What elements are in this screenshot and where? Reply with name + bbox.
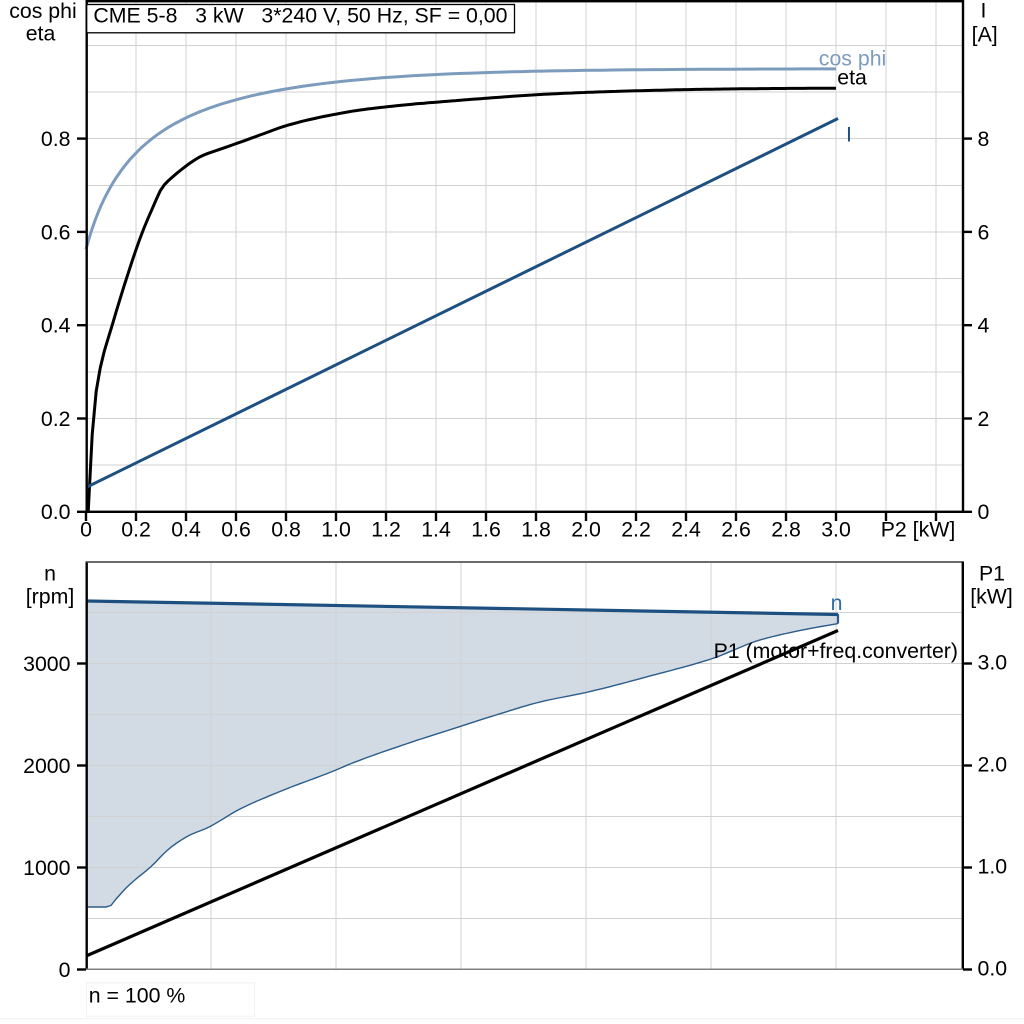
svg-text:2: 2 bbox=[978, 407, 990, 431]
svg-text:2.2: 2.2 bbox=[621, 517, 651, 541]
svg-text:1.0: 1.0 bbox=[978, 855, 1008, 879]
svg-text:2000: 2000 bbox=[23, 754, 71, 778]
svg-text:cos phi: cos phi bbox=[9, 0, 76, 23]
svg-text:4: 4 bbox=[978, 314, 990, 338]
svg-text:3.0: 3.0 bbox=[978, 651, 1008, 675]
svg-text:2.4: 2.4 bbox=[671, 517, 701, 541]
svg-text:3000: 3000 bbox=[23, 652, 71, 676]
svg-text:P1: P1 bbox=[979, 561, 1005, 585]
svg-text:2.8: 2.8 bbox=[771, 517, 801, 541]
svg-text:0.2: 0.2 bbox=[121, 517, 151, 541]
svg-text:I: I bbox=[846, 122, 852, 146]
svg-text:2.0: 2.0 bbox=[571, 517, 601, 541]
svg-text:0.4: 0.4 bbox=[41, 314, 71, 338]
svg-text:1.8: 1.8 bbox=[521, 517, 551, 541]
svg-text:3.0: 3.0 bbox=[821, 517, 851, 541]
svg-text:1.4: 1.4 bbox=[421, 517, 451, 541]
svg-text:0.0: 0.0 bbox=[978, 957, 1008, 981]
svg-text:n: n bbox=[44, 561, 56, 585]
svg-text:2.0: 2.0 bbox=[978, 753, 1008, 777]
svg-text:8: 8 bbox=[978, 127, 990, 151]
svg-text:0: 0 bbox=[80, 517, 92, 541]
svg-text:P1 (motor+freq.converter): P1 (motor+freq.converter) bbox=[714, 639, 958, 663]
svg-text:0.6: 0.6 bbox=[221, 517, 251, 541]
svg-text:[kW]: [kW] bbox=[970, 584, 1013, 608]
svg-text:CME 5-8 3 kW 3*240 V, 50 H: CME 5-8 3 kW 3*240 V, 50 Hz, SF = 0,00 bbox=[93, 3, 507, 27]
svg-text:P2 [kW]: P2 [kW] bbox=[881, 517, 956, 541]
svg-text:1.2: 1.2 bbox=[371, 517, 401, 541]
svg-text:[rpm]: [rpm] bbox=[26, 584, 75, 608]
svg-text:0.8: 0.8 bbox=[271, 517, 301, 541]
svg-text:6: 6 bbox=[978, 220, 990, 244]
svg-text:0.4: 0.4 bbox=[171, 517, 201, 541]
svg-text:0: 0 bbox=[59, 958, 71, 982]
svg-text:0.2: 0.2 bbox=[41, 407, 71, 431]
svg-text:eta: eta bbox=[26, 21, 56, 45]
svg-text:0: 0 bbox=[978, 500, 990, 524]
svg-text:n = 100 %: n = 100 % bbox=[89, 983, 186, 1007]
svg-text:1.6: 1.6 bbox=[471, 517, 501, 541]
svg-text:0.6: 0.6 bbox=[41, 220, 71, 244]
svg-text:1000: 1000 bbox=[23, 856, 71, 880]
svg-text:I: I bbox=[981, 0, 987, 22]
svg-text:0.8: 0.8 bbox=[41, 127, 71, 151]
svg-text:cos phi: cos phi bbox=[819, 46, 886, 70]
svg-text:1.0: 1.0 bbox=[321, 517, 351, 541]
svg-text:eta: eta bbox=[837, 66, 867, 90]
svg-text:0.0: 0.0 bbox=[41, 500, 71, 524]
svg-text:n: n bbox=[831, 591, 843, 615]
svg-text:2.6: 2.6 bbox=[721, 517, 751, 541]
svg-text:[A]: [A] bbox=[972, 22, 998, 46]
